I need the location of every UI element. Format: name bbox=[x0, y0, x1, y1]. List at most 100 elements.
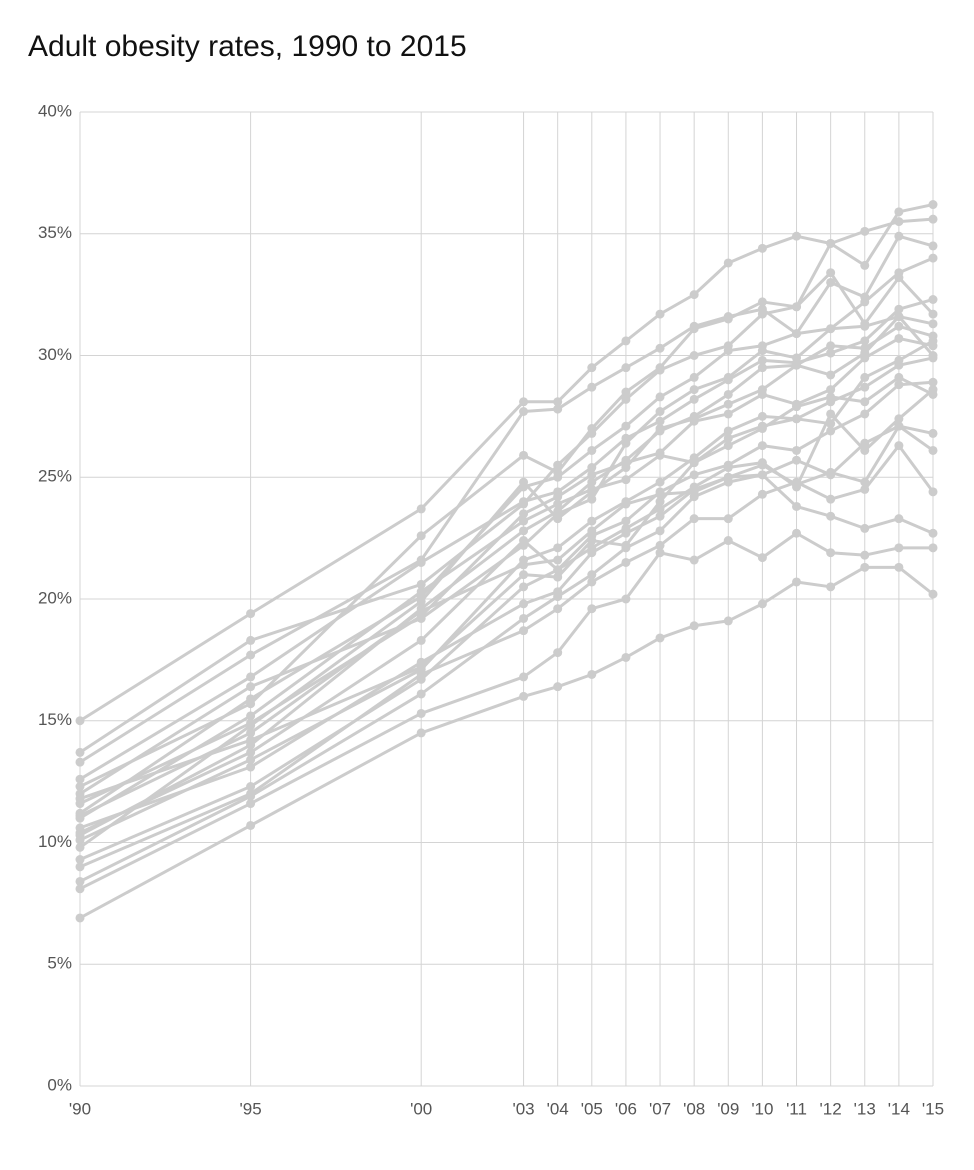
data-point bbox=[860, 397, 870, 407]
data-point bbox=[246, 781, 256, 791]
data-point bbox=[826, 385, 836, 395]
data-point bbox=[246, 672, 256, 682]
data-point bbox=[723, 616, 733, 626]
data-point bbox=[553, 499, 563, 509]
data-point bbox=[860, 550, 870, 560]
data-point bbox=[519, 560, 529, 570]
data-point bbox=[655, 526, 665, 536]
data-point bbox=[621, 523, 631, 533]
data-point bbox=[246, 711, 256, 721]
y-tick-label: 15% bbox=[38, 710, 72, 729]
data-point bbox=[587, 445, 597, 455]
data-point bbox=[246, 682, 256, 692]
data-point bbox=[587, 604, 597, 614]
data-point bbox=[75, 794, 85, 804]
data-point bbox=[826, 409, 836, 419]
data-point bbox=[757, 309, 767, 319]
data-point bbox=[826, 277, 836, 287]
data-point bbox=[826, 582, 836, 592]
data-point bbox=[246, 799, 256, 809]
data-point bbox=[826, 238, 836, 248]
data-point bbox=[519, 570, 529, 580]
data-point bbox=[757, 243, 767, 253]
data-point bbox=[723, 463, 733, 473]
data-point bbox=[826, 419, 836, 429]
data-point bbox=[621, 438, 631, 448]
data-point bbox=[860, 477, 870, 487]
data-point bbox=[519, 397, 529, 407]
data-point bbox=[894, 217, 904, 227]
data-point bbox=[689, 385, 699, 395]
data-point bbox=[689, 470, 699, 480]
data-point bbox=[757, 458, 767, 468]
x-tick-label: '08 bbox=[683, 1099, 705, 1118]
data-point bbox=[792, 445, 802, 455]
data-point bbox=[792, 482, 802, 492]
data-point bbox=[246, 820, 256, 830]
data-point bbox=[894, 355, 904, 365]
data-point bbox=[416, 613, 426, 623]
data-point bbox=[860, 562, 870, 572]
x-tick-label: '14 bbox=[888, 1099, 910, 1118]
x-tick-label: '09 bbox=[717, 1099, 739, 1118]
data-point bbox=[826, 494, 836, 504]
data-point bbox=[723, 441, 733, 451]
data-point bbox=[757, 355, 767, 365]
data-point bbox=[587, 526, 597, 536]
data-point bbox=[553, 587, 563, 597]
data-point bbox=[553, 404, 563, 414]
data-point bbox=[894, 414, 904, 424]
data-point bbox=[928, 200, 938, 210]
data-point bbox=[894, 562, 904, 572]
x-tick-label: '05 bbox=[581, 1099, 603, 1118]
data-point bbox=[519, 516, 529, 526]
data-point bbox=[757, 441, 767, 451]
data-point bbox=[860, 321, 870, 331]
data-point bbox=[553, 604, 563, 614]
x-tick-label: '03 bbox=[512, 1099, 534, 1118]
y-tick-label: 10% bbox=[38, 832, 72, 851]
data-point bbox=[757, 489, 767, 499]
data-point bbox=[689, 514, 699, 524]
x-tick-label: '04 bbox=[547, 1099, 569, 1118]
data-point bbox=[416, 635, 426, 645]
data-point bbox=[416, 662, 426, 672]
data-point bbox=[860, 353, 870, 363]
data-point bbox=[655, 450, 665, 460]
data-point bbox=[655, 633, 665, 643]
data-point bbox=[723, 389, 733, 399]
data-point bbox=[894, 421, 904, 431]
data-point bbox=[894, 441, 904, 451]
data-point bbox=[723, 433, 733, 443]
data-point bbox=[928, 309, 938, 319]
data-point bbox=[894, 304, 904, 314]
data-point bbox=[723, 426, 733, 436]
data-point bbox=[75, 862, 85, 872]
data-point bbox=[792, 455, 802, 465]
data-point bbox=[587, 428, 597, 438]
data-point bbox=[928, 253, 938, 263]
data-point bbox=[655, 548, 665, 558]
data-point bbox=[894, 207, 904, 217]
x-tick-label: '15 bbox=[922, 1099, 944, 1118]
data-point bbox=[928, 445, 938, 455]
data-point bbox=[894, 372, 904, 382]
data-point bbox=[621, 463, 631, 473]
data-point bbox=[416, 579, 426, 589]
data-point bbox=[655, 477, 665, 487]
data-point bbox=[416, 669, 426, 679]
data-point bbox=[519, 540, 529, 550]
data-point bbox=[860, 438, 870, 448]
data-point bbox=[416, 557, 426, 567]
data-point bbox=[587, 577, 597, 587]
data-point bbox=[553, 648, 563, 658]
series-line bbox=[79, 375, 934, 801]
data-point bbox=[860, 484, 870, 494]
data-point bbox=[757, 424, 767, 434]
data-point bbox=[553, 682, 563, 692]
data-point bbox=[553, 565, 563, 575]
data-point bbox=[792, 231, 802, 241]
data-point bbox=[894, 380, 904, 390]
data-point bbox=[621, 421, 631, 431]
data-point bbox=[519, 450, 529, 460]
